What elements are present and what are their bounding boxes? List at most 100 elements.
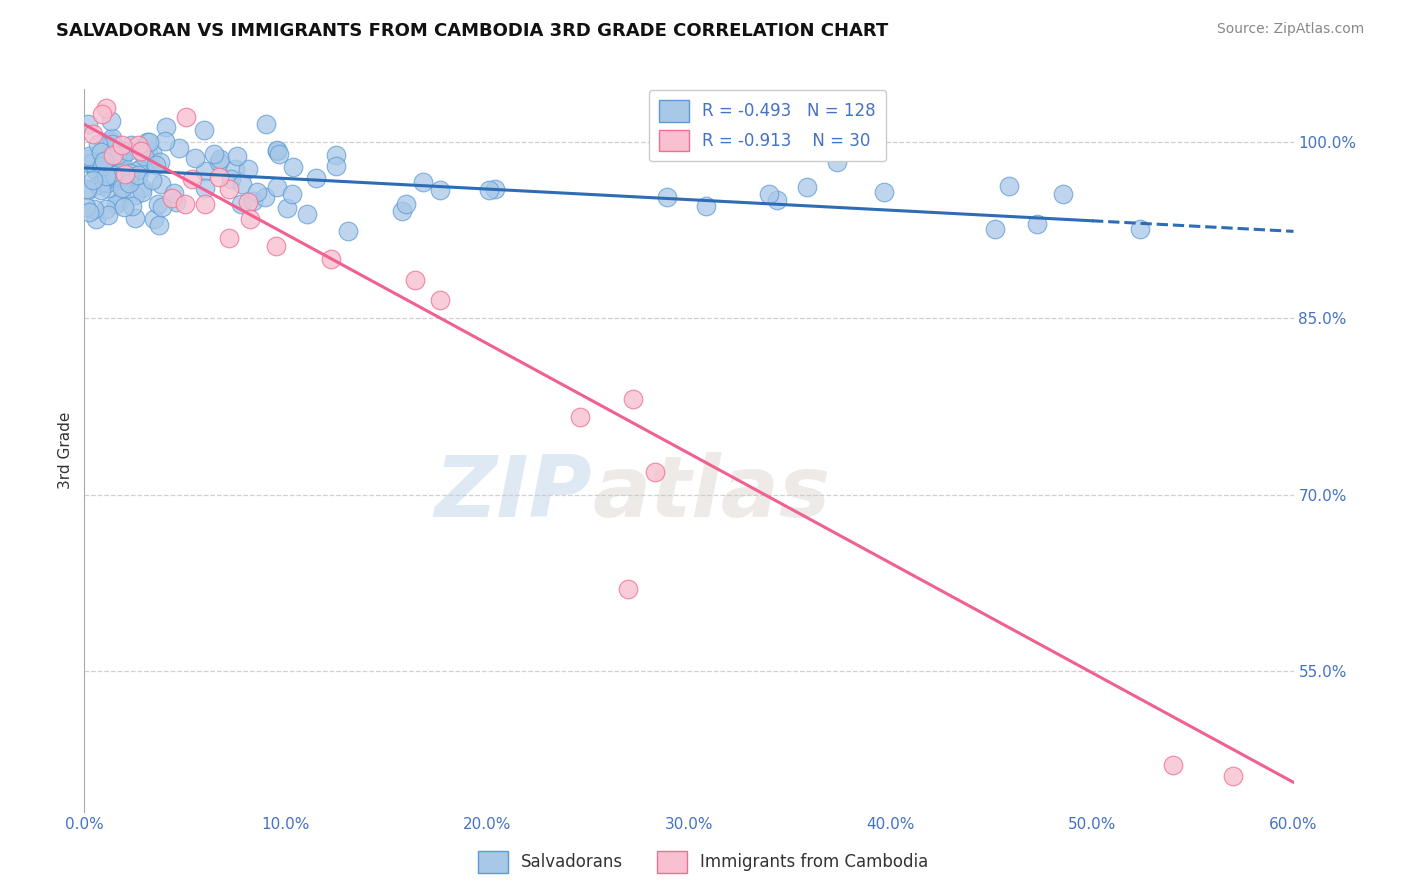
Point bbox=[112, 148, 135, 162]
Point bbox=[105, 150, 128, 164]
Point bbox=[295, 207, 318, 221]
Point bbox=[101, 131, 124, 145]
Point bbox=[117, 145, 139, 159]
Point bbox=[104, 142, 127, 156]
Point bbox=[194, 197, 217, 211]
Point bbox=[145, 158, 167, 172]
Legend: Salvadorans, Immigrants from Cambodia: Salvadorans, Immigrants from Cambodia bbox=[471, 845, 935, 880]
Point bbox=[138, 156, 160, 170]
Point bbox=[111, 153, 134, 167]
Point bbox=[93, 175, 115, 189]
Point bbox=[90, 107, 112, 121]
Point bbox=[108, 194, 131, 209]
Point bbox=[872, 185, 894, 199]
Point bbox=[825, 155, 848, 169]
Point bbox=[77, 156, 100, 170]
Point bbox=[148, 154, 170, 169]
Point bbox=[242, 194, 264, 208]
Point bbox=[337, 224, 360, 238]
Point bbox=[138, 135, 160, 149]
Point bbox=[111, 137, 134, 152]
Point bbox=[193, 123, 215, 137]
Point bbox=[80, 156, 103, 170]
Point bbox=[644, 465, 666, 479]
Point bbox=[104, 169, 127, 184]
Point bbox=[194, 180, 217, 194]
Point bbox=[429, 183, 451, 197]
Point bbox=[796, 180, 818, 194]
Point bbox=[101, 136, 124, 151]
Point bbox=[75, 200, 97, 214]
Point bbox=[395, 197, 418, 211]
Point bbox=[112, 172, 135, 186]
Point bbox=[163, 186, 186, 201]
Point bbox=[138, 146, 160, 161]
Point bbox=[162, 191, 184, 205]
Point bbox=[1129, 222, 1152, 236]
Point bbox=[238, 195, 260, 210]
Point bbox=[79, 204, 101, 219]
Point bbox=[246, 185, 269, 199]
Point bbox=[152, 200, 174, 214]
Point bbox=[224, 161, 246, 176]
Point bbox=[120, 138, 142, 153]
Point bbox=[1052, 187, 1074, 202]
Point bbox=[276, 201, 298, 215]
Point bbox=[131, 180, 153, 194]
Point bbox=[96, 202, 118, 216]
Point bbox=[131, 185, 153, 199]
Point bbox=[90, 145, 112, 160]
Point bbox=[104, 168, 127, 182]
Point bbox=[105, 148, 128, 162]
Point bbox=[236, 161, 259, 176]
Point bbox=[478, 183, 501, 197]
Point bbox=[135, 136, 157, 150]
Point bbox=[997, 179, 1019, 194]
Point bbox=[105, 197, 128, 211]
Point bbox=[118, 176, 141, 190]
Point bbox=[100, 114, 122, 128]
Point bbox=[169, 141, 191, 155]
Point bbox=[766, 193, 789, 207]
Point bbox=[124, 187, 146, 202]
Text: atlas: atlas bbox=[592, 452, 831, 535]
Point bbox=[176, 110, 198, 124]
Point bbox=[127, 168, 149, 182]
Point bbox=[153, 134, 176, 148]
Point bbox=[181, 172, 204, 186]
Point bbox=[114, 168, 136, 182]
Point bbox=[82, 128, 104, 142]
Point bbox=[202, 146, 225, 161]
Point bbox=[127, 137, 149, 152]
Point bbox=[219, 172, 242, 186]
Point bbox=[141, 145, 163, 159]
Point bbox=[984, 222, 1007, 236]
Point bbox=[111, 191, 134, 205]
Point bbox=[184, 152, 207, 166]
Legend: R = -0.493   N = 128, R = -0.913    N = 30: R = -0.493 N = 128, R = -0.913 N = 30 bbox=[650, 90, 886, 161]
Point bbox=[97, 172, 120, 186]
Point bbox=[655, 190, 678, 204]
Point bbox=[429, 293, 451, 307]
Y-axis label: 3rd Grade: 3rd Grade bbox=[58, 412, 73, 489]
Point bbox=[208, 170, 231, 185]
Point bbox=[319, 252, 342, 266]
Point bbox=[266, 143, 288, 157]
Point bbox=[129, 144, 152, 158]
Point bbox=[758, 186, 780, 201]
Point bbox=[281, 187, 304, 202]
Point bbox=[226, 148, 249, 162]
Point bbox=[149, 177, 172, 191]
Point bbox=[621, 392, 644, 407]
Point bbox=[90, 145, 112, 159]
Point bbox=[218, 231, 240, 245]
Point bbox=[89, 161, 111, 176]
Point bbox=[391, 204, 413, 219]
Point bbox=[174, 197, 197, 211]
Point bbox=[218, 182, 240, 196]
Point bbox=[93, 154, 115, 169]
Point bbox=[1026, 217, 1049, 231]
Point bbox=[91, 157, 114, 171]
Point bbox=[108, 174, 131, 188]
Point bbox=[239, 211, 262, 226]
